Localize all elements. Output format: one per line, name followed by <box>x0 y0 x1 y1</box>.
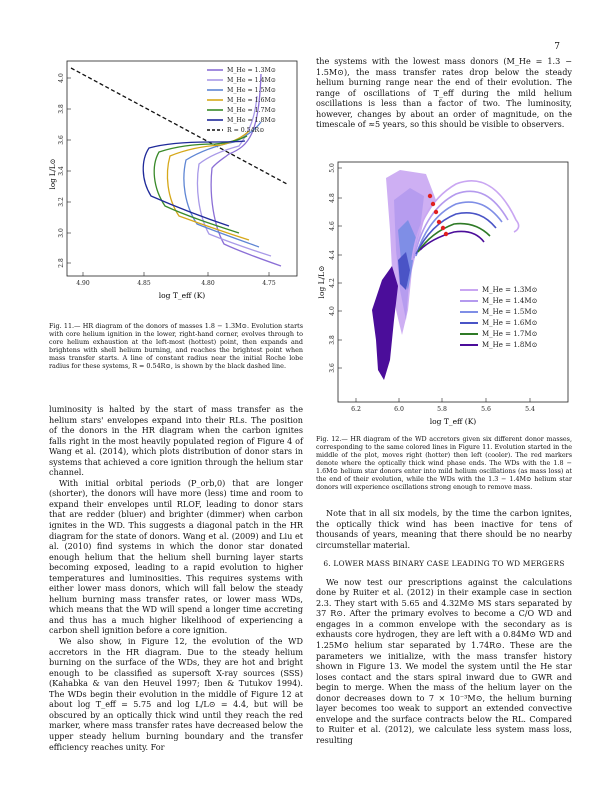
fig11-xtick: 4.75 <box>262 280 276 287</box>
fig11-ytick: 3.4 <box>58 166 65 176</box>
figure-12-caption: Fig. 12.— HR diagram of the WD accretors… <box>316 435 572 491</box>
figure-11-caption: Fig. 11.— HR diagram of the donors of ma… <box>49 322 303 370</box>
fig11-radius-line <box>70 67 288 185</box>
fig12-legend-item: M_He = 1.7M⊙ <box>482 330 538 338</box>
fig12-ytick: 4.0 <box>329 306 336 316</box>
section-heading: 6. LOWER MASS BINARY CASE LEADING TO WD … <box>323 559 565 569</box>
fig12-track-1-5 <box>415 201 503 257</box>
fig11-legend-item: R = 0.54R⊙ <box>227 127 264 134</box>
fig11-xlabel: log T_eff (K) <box>159 291 206 300</box>
fig12-legend-item: M_He = 1.3M⊙ <box>482 286 538 294</box>
left-paragraph-1: luminosity is halted by the start of mas… <box>49 404 303 478</box>
left-paragraph-3: We also show, in Figure 12, the evolutio… <box>49 636 303 752</box>
page-number: 7 <box>554 42 560 52</box>
fig12-ytick: 3.8 <box>329 335 336 345</box>
fig12-xtick: 5.4 <box>525 406 535 413</box>
fig11-xtick: 4.80 <box>201 280 215 287</box>
fig12-xtick: 6.2 <box>351 406 361 413</box>
fig12-track-1-6 <box>415 212 497 255</box>
fig11-track-1-7 <box>153 135 248 234</box>
fig12-track-1-4 <box>413 190 509 259</box>
fig12-yticks: 5.0 4.8 4.6 4.4 4.2 4.0 3.8 3.6 <box>329 163 342 373</box>
fig12-marker <box>440 225 446 231</box>
fig11-legend-item: M_He = 1.3M⊙ <box>227 67 276 74</box>
fig12-legend-item: M_He = 1.5M⊙ <box>482 308 538 316</box>
fig11-ytick: 2.8 <box>58 258 65 268</box>
fig12-legend-item: M_He = 1.6M⊙ <box>482 319 538 327</box>
fig11-legend-item: M_He = 1.4M⊙ <box>227 77 276 84</box>
right-paragraph-2: Note that in all six models, by the time… <box>316 508 572 550</box>
fig12-region-1-6 <box>398 252 410 290</box>
fig11-track-1-8 <box>142 140 246 227</box>
left-column: luminosity is halted by the start of mas… <box>49 404 303 752</box>
fig12-ytick: 4.2 <box>329 278 336 288</box>
fig12-xtick: 5.6 <box>481 406 491 413</box>
right-paragraph-3: We now test our prescriptions against th… <box>316 576 572 745</box>
fig12-track-1-3 <box>411 180 520 261</box>
fig12-xtick: 5.8 <box>437 406 447 413</box>
left-paragraph-2: With initial orbital periods (P_orb,0) t… <box>49 477 303 636</box>
figure-12: 5.0 4.8 4.6 4.4 4.2 4.0 3.8 3.6 log L/L⊙… <box>317 161 569 426</box>
fig12-xtick: 6.0 <box>394 406 404 413</box>
fig11-ytick: 3.0 <box>58 228 65 238</box>
fig12-ylabel: log L/L⊙ <box>317 266 326 299</box>
fig12-marker <box>430 201 436 207</box>
fig12-legend: M_He = 1.3M⊙ M_He = 1.4M⊙ M_He = 1.5M⊙ M… <box>460 286 538 349</box>
fig12-marker <box>433 209 439 215</box>
fig12-track-1-7 <box>417 222 491 253</box>
fig12-wind-markers <box>427 193 449 237</box>
fig12-xlabel: log T_eff (K) <box>430 417 477 426</box>
fig11-legend: M_He = 1.3M⊙ M_He = 1.4M⊙ M_He = 1.5M⊙ M… <box>207 67 276 134</box>
fig11-xticks: 4.90 4.85 4.80 4.75 <box>76 272 276 287</box>
fig11-xtick: 4.85 <box>137 280 151 287</box>
right-column-top: the systems with the lowest mass donors … <box>316 56 572 130</box>
fig12-ytick: 5.0 <box>329 163 336 173</box>
fig12-ytick: 4.6 <box>329 221 336 231</box>
fig11-ylabel: log L/L⊙ <box>49 159 57 190</box>
fig12-ytick: 4.8 <box>329 193 336 203</box>
fig12-legend-item: M_He = 1.4M⊙ <box>482 297 538 305</box>
fig11-ytick: 3.6 <box>58 135 65 145</box>
fig11-legend-item: M_He = 1.6M⊙ <box>227 97 276 104</box>
fig12-marker <box>427 193 433 199</box>
fig12-marker <box>436 219 442 225</box>
fig12-xticks: 6.2 6.0 5.8 5.6 5.4 <box>351 398 535 413</box>
figure-11: 4.0 3.8 3.6 3.4 3.2 3.0 2.8 log L/L⊙ 4.9… <box>49 60 298 300</box>
fig12-track-1-8 <box>419 230 485 251</box>
fig12-region-1-5 <box>398 220 416 290</box>
right-paragraph-1: the systems with the lowest mass donors … <box>316 56 572 130</box>
fig11-ytick: 3.2 <box>58 197 65 207</box>
fig11-track-1-3 <box>210 73 282 267</box>
fig12-marker <box>443 231 449 237</box>
fig11-ytick: 4.0 <box>58 73 65 83</box>
fig12-ytick: 3.6 <box>329 363 336 373</box>
fig11-ytick: 3.8 <box>58 104 65 114</box>
fig12-region-1-8 <box>372 266 398 380</box>
fig11-legend-item: M_He = 1.5M⊙ <box>227 87 276 94</box>
fig12-legend-item: M_He = 1.8M⊙ <box>482 341 538 349</box>
fig11-legend-item: M_He = 1.8M⊙ <box>227 117 276 124</box>
fig11-xtick: 4.90 <box>76 280 90 287</box>
fig11-legend-item: M_He = 1.7M⊙ <box>227 107 276 114</box>
fig12-tracks <box>372 170 436 380</box>
fig11-yticks: 4.0 3.8 3.6 3.4 3.2 3.0 2.8 <box>58 73 71 268</box>
right-column-bottom: Note that in all six models, by the time… <box>316 508 572 745</box>
fig12-ytick: 4.4 <box>329 250 336 260</box>
